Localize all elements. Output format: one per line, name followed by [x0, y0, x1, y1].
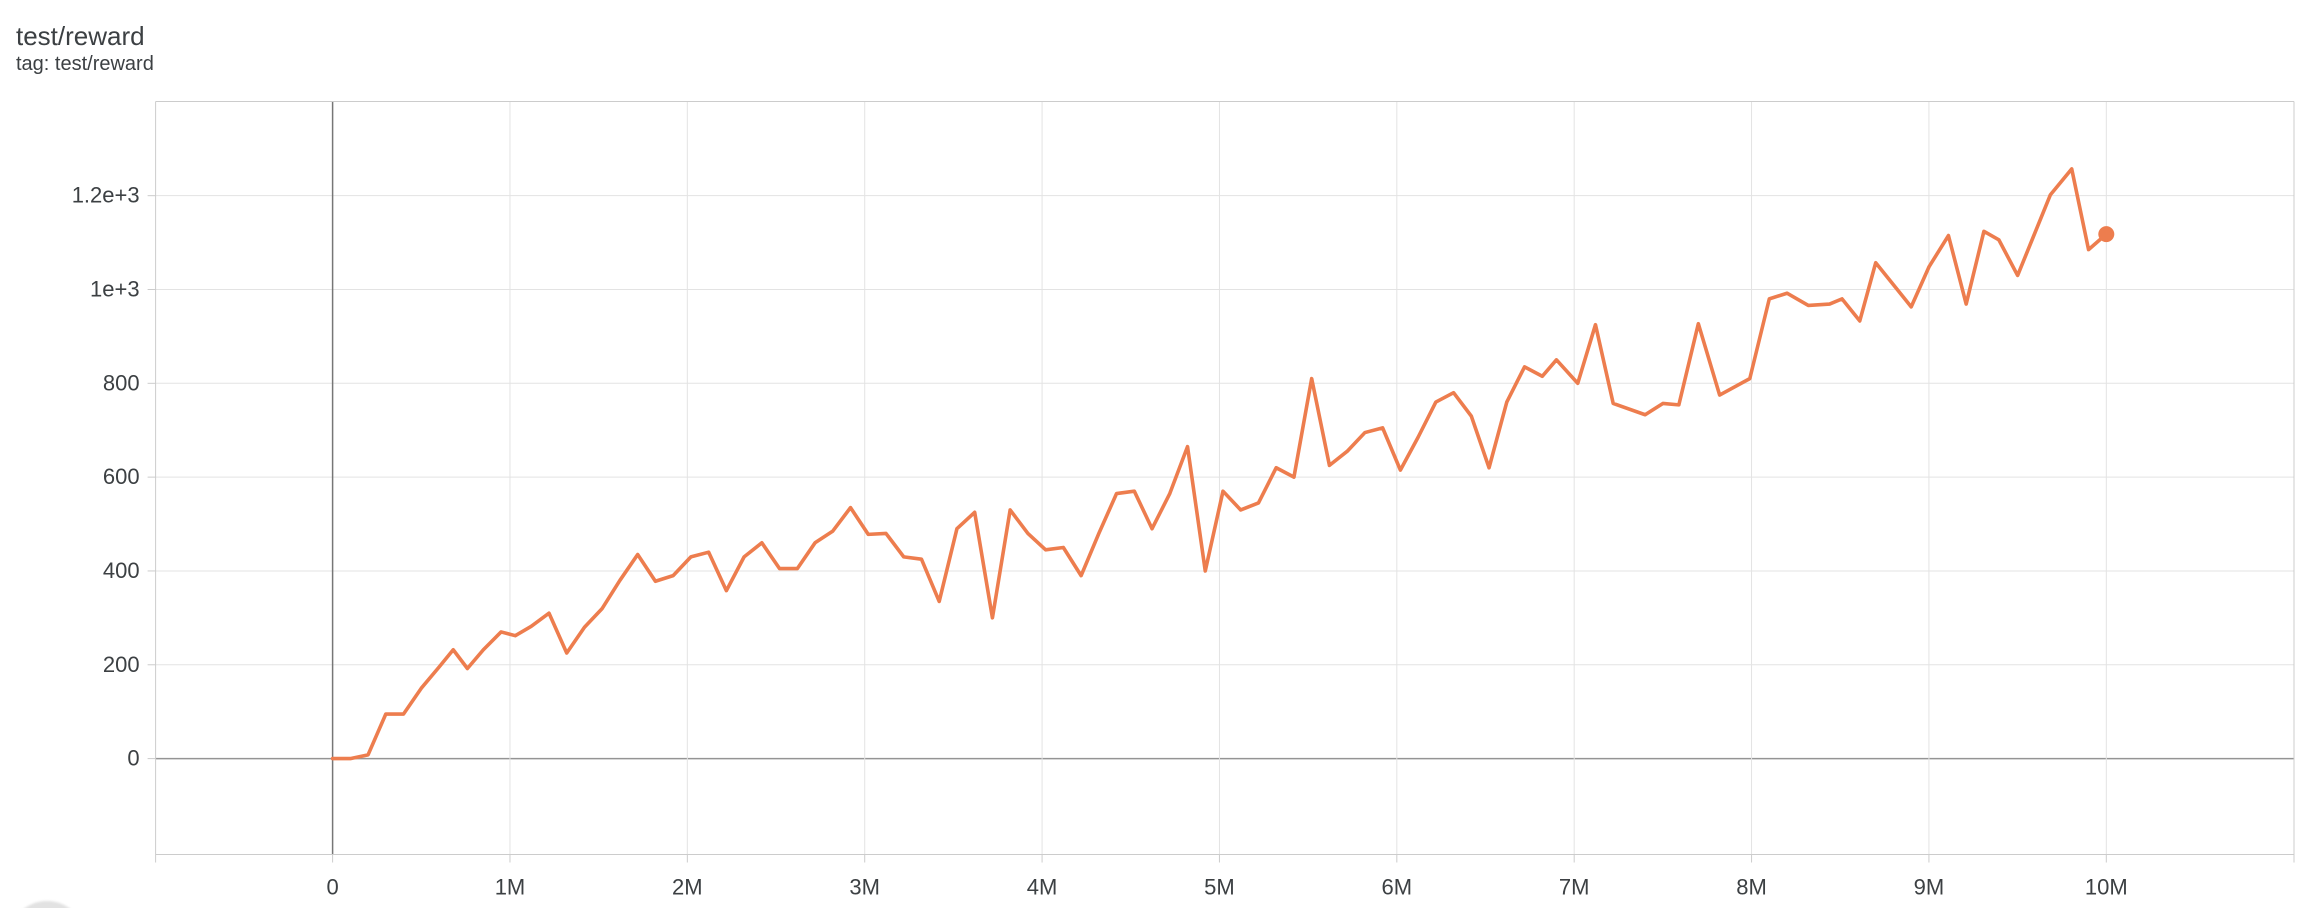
- svg-text:7M: 7M: [1559, 875, 1590, 900]
- svg-text:6M: 6M: [1382, 875, 1413, 900]
- svg-text:200: 200: [103, 652, 140, 677]
- svg-text:400: 400: [103, 558, 140, 583]
- svg-text:600: 600: [103, 464, 140, 489]
- svg-text:9M: 9M: [1914, 875, 1945, 900]
- svg-text:1.2e+3: 1.2e+3: [72, 183, 140, 208]
- svg-text:2M: 2M: [672, 875, 703, 900]
- svg-text:3M: 3M: [849, 875, 880, 900]
- svg-text:800: 800: [103, 370, 140, 395]
- svg-text:8M: 8M: [1736, 875, 1767, 900]
- svg-text:5M: 5M: [1204, 875, 1235, 900]
- svg-text:1M: 1M: [495, 875, 526, 900]
- svg-text:4M: 4M: [1027, 875, 1058, 900]
- svg-text:1e+3: 1e+3: [90, 276, 140, 301]
- svg-text:0: 0: [127, 746, 139, 771]
- svg-text:0: 0: [326, 875, 338, 900]
- svg-text:10M: 10M: [2085, 875, 2128, 900]
